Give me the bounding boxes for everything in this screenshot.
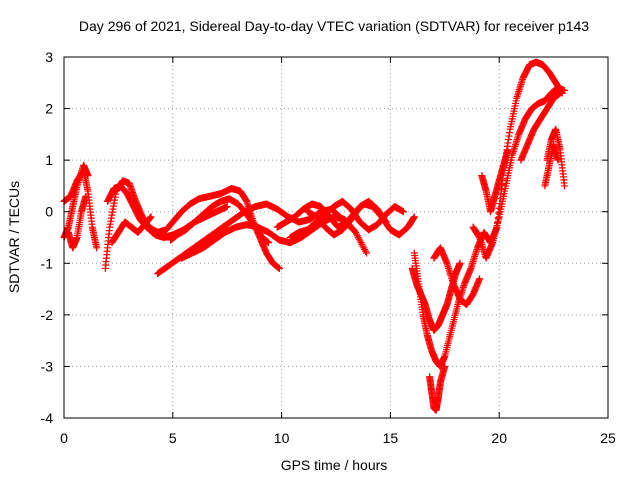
series-arc-6 <box>108 213 155 247</box>
data-point <box>147 213 155 221</box>
data-point <box>265 239 273 247</box>
x-tick-label: 20 <box>491 430 507 446</box>
data-point <box>381 217 389 225</box>
y-tick-label: -3 <box>41 358 54 374</box>
x-tick-label: 5 <box>169 430 177 446</box>
data-point <box>223 203 231 211</box>
data-point <box>441 362 449 370</box>
x-tick-label: 0 <box>60 430 68 446</box>
grid-layer <box>64 57 608 418</box>
series-arc-17 <box>469 84 568 262</box>
data-point <box>504 146 512 154</box>
data-point <box>556 89 564 97</box>
series-arc-3 <box>64 192 90 252</box>
x-tick-label: 15 <box>383 430 399 446</box>
y-tick-label: -2 <box>41 307 54 323</box>
data-point <box>275 264 283 272</box>
y-axis-label: SDTVAR / TECUs <box>6 181 22 293</box>
series-arc-9 <box>178 213 370 262</box>
data-point <box>456 259 464 267</box>
y-tick-label: 0 <box>45 204 53 220</box>
series-arc-18 <box>478 146 512 216</box>
data-point <box>560 87 568 95</box>
series-arc-16 <box>430 244 484 309</box>
data-point <box>554 156 562 164</box>
x-tick-label: 25 <box>600 430 616 446</box>
y-tick-label: 3 <box>45 49 53 65</box>
x-axis-label: GPS time / hours <box>281 457 388 473</box>
data-marks <box>60 58 568 414</box>
y-tick-label: 2 <box>45 101 53 117</box>
data-point <box>399 208 407 216</box>
data-point <box>476 275 484 283</box>
data-point <box>560 182 568 190</box>
y-tick-label: -4 <box>41 410 54 426</box>
data-point <box>362 247 370 255</box>
data-point <box>84 172 92 180</box>
axis-ticks: 0 5 10 15 20 25 -4 -3 -2 -1 0 1 2 3 <box>41 49 616 446</box>
series-arc-21 <box>541 141 562 190</box>
data-point <box>362 249 370 257</box>
series-arc-12 <box>304 197 390 239</box>
data-point <box>410 213 418 221</box>
series-arc-19 <box>517 89 564 164</box>
data-point <box>93 244 101 252</box>
data-point <box>82 192 90 200</box>
plot-frame <box>63 56 609 419</box>
y-tick-label: 1 <box>45 152 53 168</box>
data-point <box>382 218 390 226</box>
y-tick-label: -1 <box>41 255 54 271</box>
series-arc-15 <box>426 362 449 414</box>
chart-title: Day 296 of 2021, Sidereal Day-to-day VTE… <box>79 18 589 34</box>
x-tick-label: 10 <box>274 430 290 446</box>
